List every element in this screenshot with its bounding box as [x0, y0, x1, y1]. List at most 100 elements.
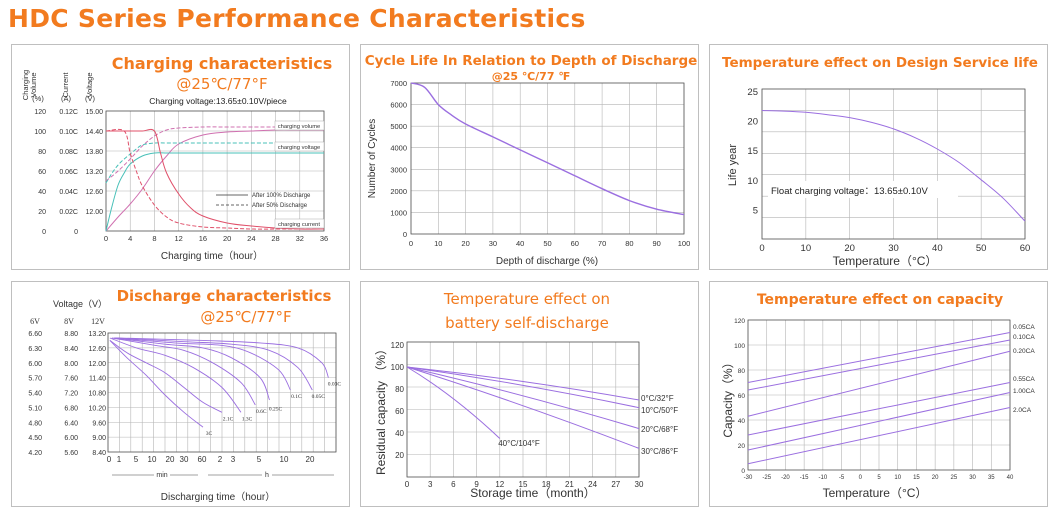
x-tick-label: 25 [951, 475, 958, 481]
x-tick-label: 20 [166, 455, 175, 464]
x-tick-label: 90 [653, 239, 661, 248]
y-tick-label: 0 [741, 468, 745, 475]
series-label: 20°C/68°F [641, 425, 678, 434]
x-tick-label: 30 [180, 455, 189, 464]
x-tick-label: 50 [543, 239, 551, 248]
x-tick-label: 60 [1020, 243, 1031, 254]
series-label: 0.55CA [1013, 376, 1035, 383]
y-tick-label-6v: 5.70 [28, 376, 42, 383]
y-tick-label: 25 [747, 87, 758, 98]
y-tick-label-6v: 6.30 [28, 346, 42, 353]
x-tick-label: -15 [800, 475, 809, 481]
axis-unit-label: (A) [61, 94, 72, 103]
y-tick-label: 20 [738, 443, 746, 450]
series-line-self-discharge [406, 366, 501, 439]
y-tick-label: 40 [395, 429, 404, 438]
chart-title: Cycle Life In Relation to Depth of Disch… [365, 53, 698, 69]
x-tick-label: 20 [306, 455, 315, 464]
plot-frame [761, 88, 1026, 240]
x-tick-label: 15 [913, 475, 920, 481]
series-label: 2.0CA [1013, 407, 1032, 414]
chart-title: Temperature effect on capacity [757, 292, 1003, 308]
y-tick-label-6v: 4.50 [28, 435, 42, 442]
x-tick-label: 10 [801, 243, 812, 254]
cycle-life-chart: Cycle Life In Relation to Depth of Disch… [365, 53, 698, 267]
y-tick-label: 0 [403, 230, 407, 239]
curve-label: charging volume [278, 124, 321, 130]
curve-label-box [274, 141, 325, 152]
x-tick-label: 50 [976, 243, 987, 254]
x-tick-label: -10 [819, 475, 828, 481]
series-line-discharge-0.1C [114, 337, 291, 391]
series-line-self-discharge [406, 366, 640, 409]
y-tick-label: 100 [734, 343, 745, 350]
series-line-service-life [761, 110, 1026, 222]
series-line-cycle-life [410, 82, 685, 216]
y-tick-label-6v: 4.20 [28, 450, 42, 457]
y-axis-title: Life year [727, 144, 739, 187]
y-tick-label-voltage: 13.20 [85, 169, 103, 176]
y-tick-label: 80 [738, 368, 746, 375]
series-label: 0.20CA [1013, 348, 1035, 355]
series-label: 0.10CA [1013, 334, 1035, 341]
y-tick-label: 2000 [390, 187, 407, 196]
y-tick-label-12v: 10.20 [88, 405, 106, 412]
series-line-voltage-100 [105, 152, 324, 232]
series-label: 0.03C [328, 382, 342, 388]
x-tick-label: 0 [409, 239, 413, 248]
series-line-current-100 [105, 128, 325, 230]
y-tick-label: 15 [747, 146, 758, 157]
x-tick-label: 20 [223, 234, 231, 243]
y-tick-label-12v: 10.80 [88, 391, 106, 398]
x-tick-label: 40 [516, 239, 524, 248]
y-tick-label: 5000 [390, 122, 407, 131]
x-tick-label: 10 [434, 239, 442, 248]
x-tick-label: 0 [859, 475, 863, 481]
y-tick-label: 6000 [390, 101, 407, 110]
x-tick-label: 10 [894, 475, 901, 481]
y-tick-label: 120 [734, 318, 745, 325]
x-tick-label: 4 [128, 234, 132, 243]
chart-title: Temperature effect on Design Service lif… [722, 55, 1038, 71]
y-tick-label-current: 0.10C [59, 129, 78, 136]
y-tick-label-percent: 120 [34, 109, 46, 116]
x-tick-label: 30 [635, 480, 644, 489]
x-tick-label: 18 [542, 480, 551, 489]
y-tick-label-6v: 4.80 [28, 420, 42, 427]
x-tick-label: 60 [571, 239, 579, 248]
x-unit-label-min: min [156, 472, 167, 479]
x-tick-label: 0 [104, 234, 108, 243]
voltage-header: Voltage（V） [53, 299, 107, 309]
y-tick-label-current: 0.04C [59, 189, 78, 196]
series-line-voltage-50 [105, 142, 324, 184]
x-tick-label: 28 [271, 234, 279, 243]
chart-subtitle: @25℃/77°F [200, 308, 291, 326]
axis-header-label: Current [61, 72, 70, 98]
x-tick-label: 70 [598, 239, 606, 248]
x-tick-label: 21 [565, 480, 574, 489]
x-tick-label: 6 [451, 480, 456, 489]
y-tick-label-voltage: 14.40 [85, 129, 103, 136]
y-tick-label-voltage: 12.60 [85, 189, 103, 196]
temperature-capacity-chart: Temperature effect on capacity -30 -25 -20 -… [721, 292, 1035, 500]
discharge-characteristics-panel: Discharge characteristics @25℃/77°F Voltag… [11, 281, 350, 507]
y-tick-label-current: 0.08C [59, 149, 78, 156]
x-tick-label: 5 [877, 475, 881, 481]
y-tick-label: 5 [753, 205, 758, 216]
x-tick-label: -20 [781, 475, 790, 481]
series-line-discharge-0.25C [113, 337, 270, 401]
y-tick-label-12v: 12.60 [88, 346, 106, 353]
y-tick-label-6v: 5.40 [28, 391, 42, 398]
y-axis-title: Residual capacity （%） [374, 343, 388, 475]
y-tick-label: 80 [395, 385, 404, 394]
x-tick-label: 12 [495, 480, 504, 489]
y-tick-label-8v: 6.80 [64, 405, 78, 412]
plot-frame [105, 110, 325, 232]
voltage-column-label: 6V [30, 317, 40, 326]
discharge-characteristics-chart: Discharge characteristics @25℃/77°F Voltag… [28, 287, 342, 503]
series-line-capacity [747, 350, 1011, 417]
y-tick-label-12v: 13.20 [88, 331, 106, 338]
y-tick-label-8v: 5.60 [64, 450, 78, 457]
y-tick-label-8v: 6.00 [64, 435, 78, 442]
series-label: 10°C/50°F [641, 406, 678, 415]
